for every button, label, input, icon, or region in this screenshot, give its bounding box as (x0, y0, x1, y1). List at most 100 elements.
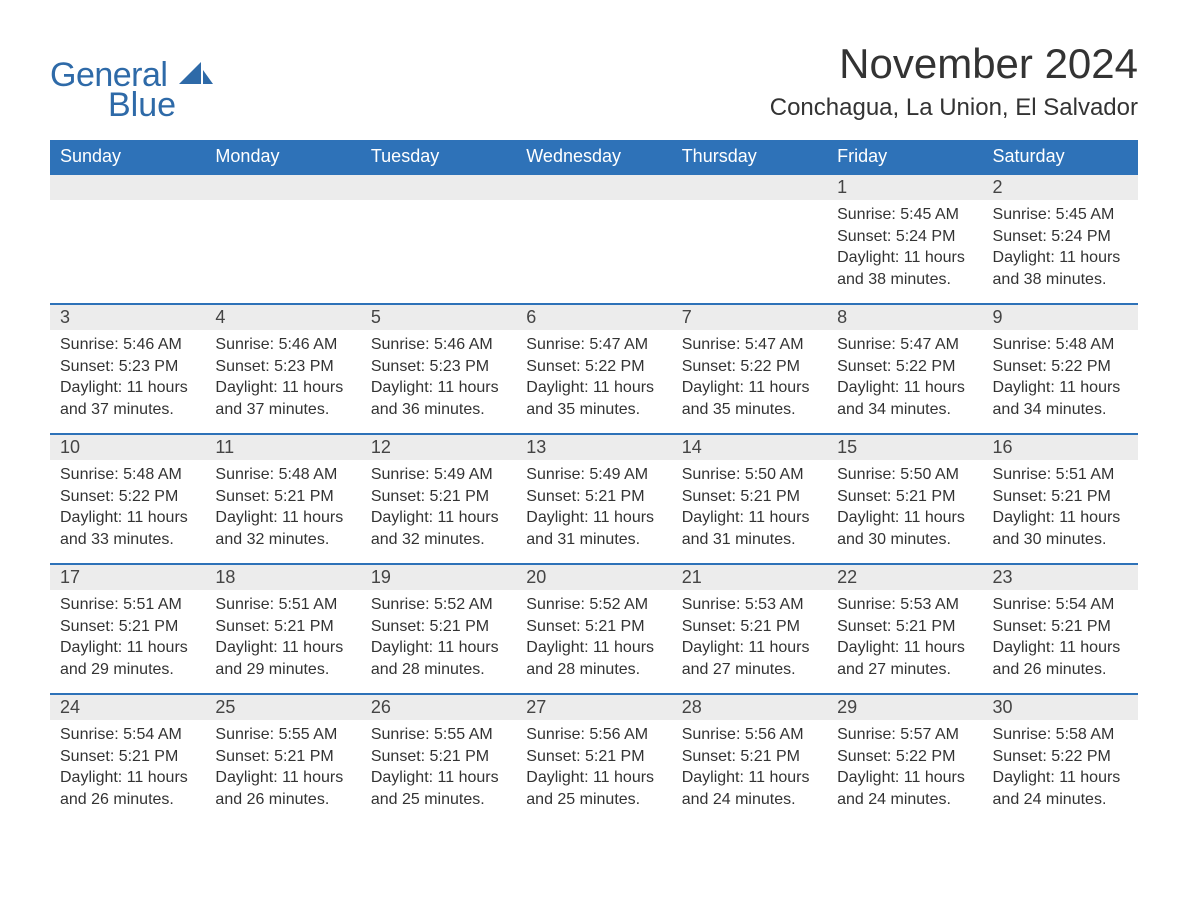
calendar-day: 28Sunrise: 5:56 AMSunset: 5:21 PMDayligh… (672, 693, 827, 823)
day-header: Friday (827, 140, 982, 173)
sunset-text: Sunset: 5:22 PM (993, 746, 1128, 768)
sunset-text: Sunset: 5:21 PM (215, 486, 350, 508)
day-number: 7 (672, 303, 827, 330)
calendar-week: 3Sunrise: 5:46 AMSunset: 5:23 PMDaylight… (50, 303, 1138, 433)
daylight-text: Daylight: 11 hours and 26 minutes. (993, 637, 1128, 680)
sunrise-text: Sunrise: 5:47 AM (837, 334, 972, 356)
sunset-text: Sunset: 5:21 PM (60, 746, 195, 768)
sunset-text: Sunset: 5:22 PM (993, 356, 1128, 378)
daylight-text: Daylight: 11 hours and 32 minutes. (215, 507, 350, 550)
day-header: Sunday (50, 140, 205, 173)
day-number: 16 (983, 433, 1138, 460)
day-number (672, 173, 827, 200)
daylight-text: Daylight: 11 hours and 36 minutes. (371, 377, 506, 420)
daylight-text: Daylight: 11 hours and 26 minutes. (60, 767, 195, 810)
calendar-day: 20Sunrise: 5:52 AMSunset: 5:21 PMDayligh… (516, 563, 671, 693)
day-number: 27 (516, 693, 671, 720)
page-header: General Blue November 2024 Conchagua, La… (50, 40, 1138, 122)
day-number: 19 (361, 563, 516, 590)
sunset-text: Sunset: 5:23 PM (371, 356, 506, 378)
day-details (672, 200, 827, 214)
day-number: 22 (827, 563, 982, 590)
calendar-day: 11Sunrise: 5:48 AMSunset: 5:21 PMDayligh… (205, 433, 360, 563)
sunrise-text: Sunrise: 5:46 AM (215, 334, 350, 356)
calendar-day: 8Sunrise: 5:47 AMSunset: 5:22 PMDaylight… (827, 303, 982, 433)
day-details: Sunrise: 5:45 AMSunset: 5:24 PMDaylight:… (827, 200, 982, 300)
sunrise-text: Sunrise: 5:49 AM (526, 464, 661, 486)
calendar-day: 2Sunrise: 5:45 AMSunset: 5:24 PMDaylight… (983, 173, 1138, 303)
day-number: 9 (983, 303, 1138, 330)
calendar-day: 23Sunrise: 5:54 AMSunset: 5:21 PMDayligh… (983, 563, 1138, 693)
sunset-text: Sunset: 5:21 PM (682, 486, 817, 508)
calendar-day: 26Sunrise: 5:55 AMSunset: 5:21 PMDayligh… (361, 693, 516, 823)
sunrise-text: Sunrise: 5:56 AM (526, 724, 661, 746)
day-details: Sunrise: 5:46 AMSunset: 5:23 PMDaylight:… (361, 330, 516, 430)
day-details (50, 200, 205, 214)
day-number: 30 (983, 693, 1138, 720)
daylight-text: Daylight: 11 hours and 28 minutes. (526, 637, 661, 680)
title-block: November 2024 Conchagua, La Union, El Sa… (770, 40, 1138, 122)
sunset-text: Sunset: 5:21 PM (371, 616, 506, 638)
day-number: 3 (50, 303, 205, 330)
daylight-text: Daylight: 11 hours and 26 minutes. (215, 767, 350, 810)
day-number: 1 (827, 173, 982, 200)
sunrise-text: Sunrise: 5:53 AM (837, 594, 972, 616)
sunrise-text: Sunrise: 5:54 AM (60, 724, 195, 746)
daylight-text: Daylight: 11 hours and 31 minutes. (682, 507, 817, 550)
calendar-day: 3Sunrise: 5:46 AMSunset: 5:23 PMDaylight… (50, 303, 205, 433)
daylight-text: Daylight: 11 hours and 24 minutes. (682, 767, 817, 810)
day-number (50, 173, 205, 200)
sunset-text: Sunset: 5:22 PM (837, 356, 972, 378)
daylight-text: Daylight: 11 hours and 30 minutes. (837, 507, 972, 550)
day-header: Thursday (672, 140, 827, 173)
sunset-text: Sunset: 5:22 PM (60, 486, 195, 508)
sunset-text: Sunset: 5:22 PM (526, 356, 661, 378)
day-number: 26 (361, 693, 516, 720)
sunset-text: Sunset: 5:22 PM (682, 356, 817, 378)
day-details: Sunrise: 5:46 AMSunset: 5:23 PMDaylight:… (205, 330, 360, 430)
calendar-day: 12Sunrise: 5:49 AMSunset: 5:21 PMDayligh… (361, 433, 516, 563)
calendar-day: 24 Sunrise: 5:54 AMSunset: 5:21 PMDayligh… (50, 693, 205, 823)
day-number: 29 (827, 693, 982, 720)
sunset-text: Sunset: 5:21 PM (837, 616, 972, 638)
calendar-day: 30Sunrise: 5:58 AMSunset: 5:22 PMDayligh… (983, 693, 1138, 823)
sunrise-text: Sunrise: 5:47 AM (526, 334, 661, 356)
day-details: Sunrise: 5:50 AMSunset: 5:21 PMDaylight:… (672, 460, 827, 560)
sunset-text: Sunset: 5:21 PM (837, 486, 972, 508)
day-details: Sunrise: 5:55 AMSunset: 5:21 PMDaylight:… (361, 720, 516, 820)
sunrise-text: Sunrise: 5:48 AM (215, 464, 350, 486)
day-number: 23 (983, 563, 1138, 590)
calendar-head: SundayMondayTuesdayWednesdayThursdayFrid… (50, 140, 1138, 173)
daylight-text: Daylight: 11 hours and 38 minutes. (837, 247, 972, 290)
day-number (361, 173, 516, 200)
day-number (516, 173, 671, 200)
calendar-day: 27Sunrise: 5:56 AMSunset: 5:21 PMDayligh… (516, 693, 671, 823)
day-header: Wednesday (516, 140, 671, 173)
calendar-day: 1Sunrise: 5:45 AMSunset: 5:24 PMDaylight… (827, 173, 982, 303)
calendar-day (361, 173, 516, 303)
day-number: 14 (672, 433, 827, 460)
day-number: 18 (205, 563, 360, 590)
day-number: 15 (827, 433, 982, 460)
daylight-text: Daylight: 11 hours and 29 minutes. (60, 637, 195, 680)
sunset-text: Sunset: 5:21 PM (526, 746, 661, 768)
day-number: 13 (516, 433, 671, 460)
calendar-week: 17Sunrise: 5:51 AMSunset: 5:21 PMDayligh… (50, 563, 1138, 693)
daylight-text: Daylight: 11 hours and 29 minutes. (215, 637, 350, 680)
day-number: 24 (50, 693, 205, 720)
sunrise-text: Sunrise: 5:48 AM (993, 334, 1128, 356)
daylight-text: Daylight: 11 hours and 27 minutes. (837, 637, 972, 680)
calendar-day: 14Sunrise: 5:50 AMSunset: 5:21 PMDayligh… (672, 433, 827, 563)
calendar-page: General Blue November 2024 Conchagua, La… (0, 0, 1188, 863)
day-details: Sunrise: 5:50 AMSunset: 5:21 PMDaylight:… (827, 460, 982, 560)
day-number: 2 (983, 173, 1138, 200)
sunset-text: Sunset: 5:21 PM (993, 486, 1128, 508)
daylight-text: Daylight: 11 hours and 32 minutes. (371, 507, 506, 550)
day-details: Sunrise: 5:46 AMSunset: 5:23 PMDaylight:… (50, 330, 205, 430)
day-details: Sunrise: 5:52 AMSunset: 5:21 PMDaylight:… (361, 590, 516, 690)
day-details: Sunrise: 5:58 AMSunset: 5:22 PMDaylight:… (983, 720, 1138, 820)
sunset-text: Sunset: 5:21 PM (993, 616, 1128, 638)
sunset-text: Sunset: 5:23 PM (215, 356, 350, 378)
logo-sail-icon (179, 56, 213, 94)
day-details: Sunrise: 5:51 AMSunset: 5:21 PMDaylight:… (50, 590, 205, 690)
